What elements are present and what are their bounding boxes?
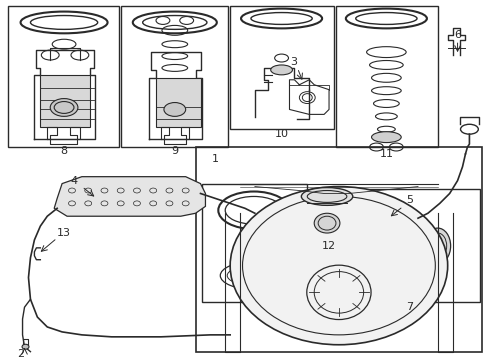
Ellipse shape <box>407 233 425 259</box>
Text: 10: 10 <box>274 129 289 139</box>
Text: 2: 2 <box>17 348 24 359</box>
Bar <box>8 6 120 147</box>
Ellipse shape <box>270 65 293 75</box>
Text: 4: 4 <box>71 176 77 186</box>
Polygon shape <box>156 78 200 127</box>
Bar <box>196 147 482 352</box>
Bar <box>202 184 307 302</box>
Ellipse shape <box>374 225 406 267</box>
Text: 12: 12 <box>322 241 336 251</box>
Text: 9: 9 <box>171 146 178 156</box>
Bar <box>230 6 334 129</box>
Text: 5: 5 <box>407 195 414 206</box>
Text: 1: 1 <box>212 154 219 164</box>
Polygon shape <box>54 177 205 216</box>
Ellipse shape <box>371 132 401 143</box>
Ellipse shape <box>301 188 353 205</box>
Ellipse shape <box>50 99 78 116</box>
Ellipse shape <box>22 344 29 349</box>
Text: 11: 11 <box>379 149 393 159</box>
Bar <box>336 6 438 147</box>
Polygon shape <box>40 75 90 127</box>
Ellipse shape <box>230 186 448 345</box>
Bar <box>122 6 228 147</box>
Ellipse shape <box>425 228 451 264</box>
Ellipse shape <box>164 103 186 116</box>
Text: 6: 6 <box>454 30 461 40</box>
Text: 3: 3 <box>290 57 297 67</box>
Text: 13: 13 <box>57 228 71 238</box>
Text: 7: 7 <box>407 302 414 312</box>
Text: 8: 8 <box>60 146 68 156</box>
Ellipse shape <box>354 232 373 260</box>
Ellipse shape <box>314 213 340 233</box>
Bar <box>341 189 480 302</box>
